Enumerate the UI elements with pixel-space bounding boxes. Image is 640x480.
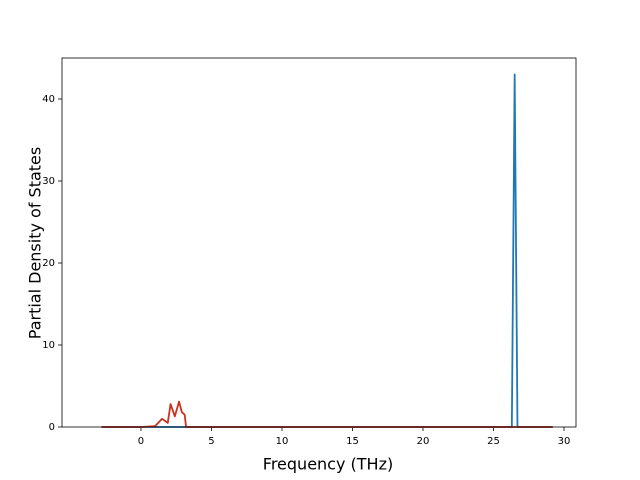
x-tick-label: 0 [138,436,144,447]
y-tick-label: 40 [42,94,55,105]
plot-frame [61,57,577,428]
y-tick-label: 10 [42,340,55,351]
x-axis-label: Frequency (THz) [263,455,393,474]
x-tick-label: 15 [346,436,359,447]
y-tick-label: 30 [42,176,55,187]
x-tick-label: 10 [276,436,289,447]
y-tick-label: 0 [49,422,55,433]
x-tick-label: 20 [417,436,430,447]
x-tick-label: 25 [487,436,500,447]
x-tick-label: 30 [558,436,571,447]
x-tick-label: 5 [208,436,214,447]
y-axis-label: Partial Density of States [26,147,45,339]
y-tick-label: 20 [42,258,55,269]
